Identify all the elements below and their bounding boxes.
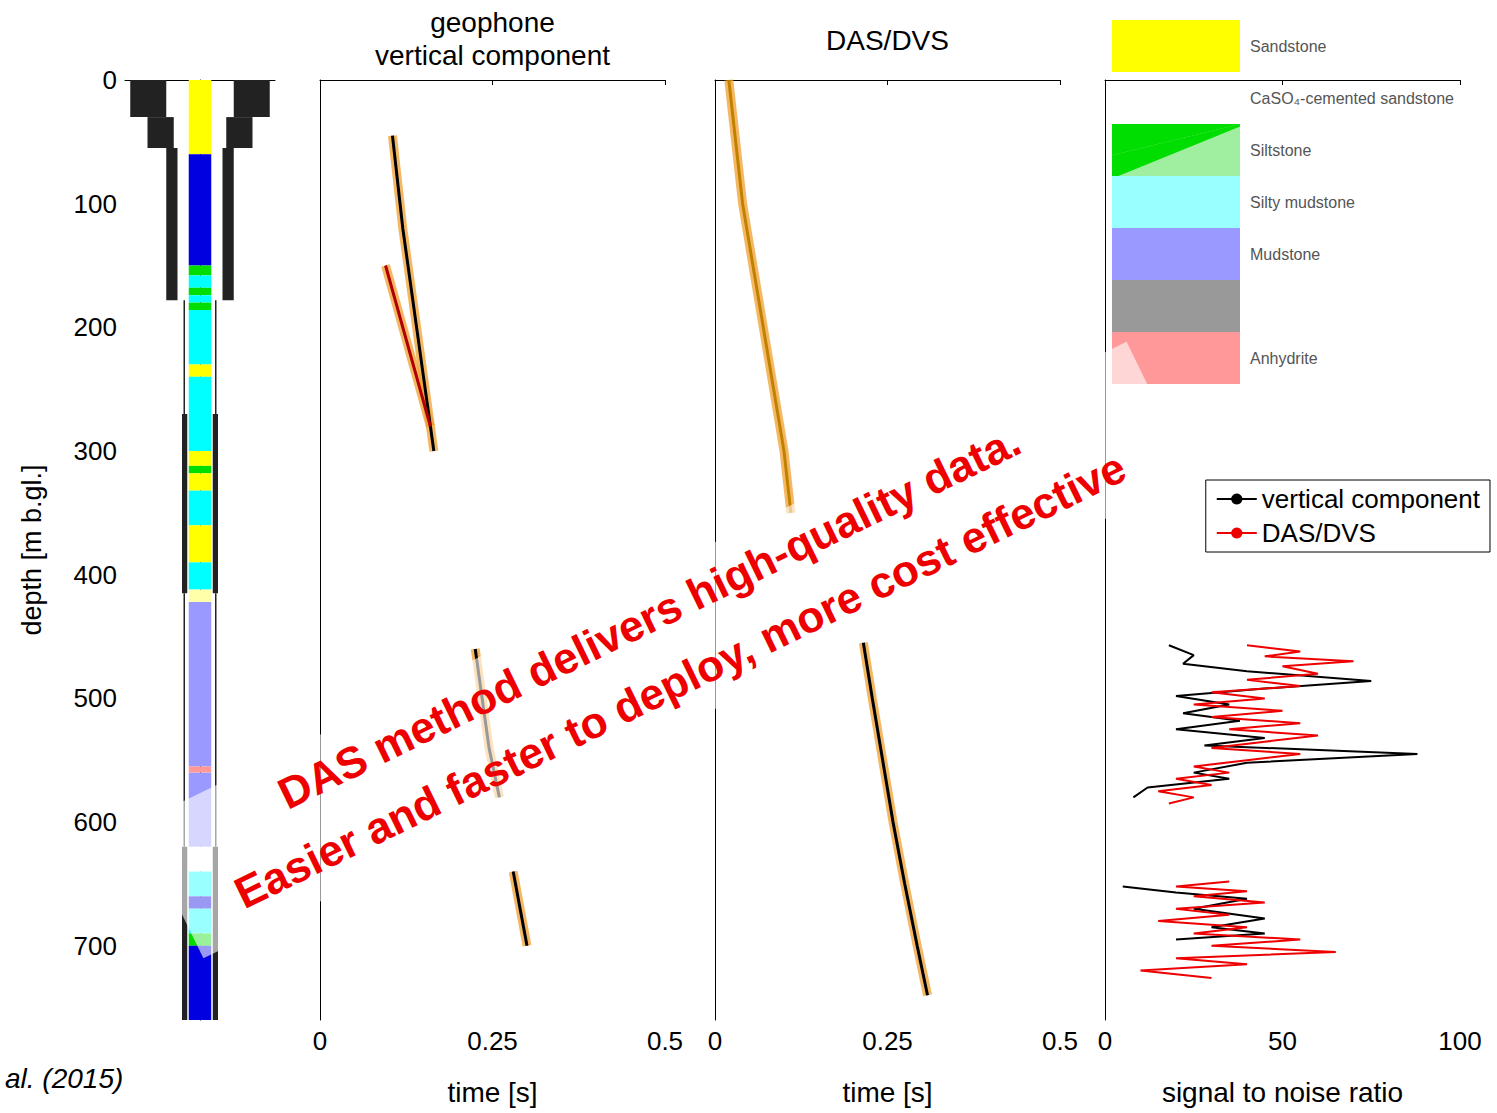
svg-text:Siltstone: Siltstone bbox=[1250, 142, 1311, 159]
svg-text:100: 100 bbox=[74, 189, 117, 219]
svg-text:100: 100 bbox=[1438, 1026, 1481, 1056]
svg-text:DAS method delivers high-quali: DAS method delivers high-quality data. bbox=[270, 416, 1028, 819]
svg-text:al. (2015): al. (2015) bbox=[5, 1063, 123, 1094]
svg-text:300: 300 bbox=[74, 436, 117, 466]
svg-text:Silty mudstone: Silty mudstone bbox=[1250, 194, 1355, 211]
svg-text:vertical component: vertical component bbox=[1262, 484, 1481, 514]
svg-text:0.5: 0.5 bbox=[647, 1026, 683, 1056]
svg-text:geophone: geophone bbox=[430, 7, 555, 38]
svg-text:200: 200 bbox=[74, 312, 117, 342]
svg-text:600: 600 bbox=[74, 807, 117, 837]
svg-text:0: 0 bbox=[1098, 1026, 1112, 1056]
svg-text:0.25: 0.25 bbox=[862, 1026, 913, 1056]
svg-text:DAS/DVS: DAS/DVS bbox=[826, 25, 949, 56]
svg-text:time [s]: time [s] bbox=[842, 1077, 932, 1108]
svg-text:signal to noise ratio: signal to noise ratio bbox=[1162, 1077, 1403, 1108]
svg-text:0: 0 bbox=[313, 1026, 327, 1056]
svg-text:CaSO₄-cemented sandstone: CaSO₄-cemented sandstone bbox=[1250, 90, 1454, 107]
svg-text:0: 0 bbox=[708, 1026, 722, 1056]
svg-text:Easier and faster to deploy, m: Easier and faster to deploy, more cost e… bbox=[227, 442, 1134, 917]
svg-text:depth [m b.gl.]: depth [m b.gl.] bbox=[17, 464, 47, 635]
svg-text:0.5: 0.5 bbox=[1042, 1026, 1078, 1056]
svg-text:500: 500 bbox=[74, 683, 117, 713]
svg-text:700: 700 bbox=[74, 931, 117, 961]
svg-text:50: 50 bbox=[1268, 1026, 1297, 1056]
svg-text:0.25: 0.25 bbox=[467, 1026, 518, 1056]
svg-text:Mudstone: Mudstone bbox=[1250, 246, 1320, 263]
svg-text:vertical component: vertical component bbox=[375, 40, 610, 71]
svg-text:400: 400 bbox=[74, 560, 117, 590]
svg-text:Sandstone: Sandstone bbox=[1250, 38, 1327, 55]
svg-text:DAS/DVS: DAS/DVS bbox=[1262, 518, 1376, 548]
svg-text:0: 0 bbox=[103, 65, 117, 95]
svg-text:Anhydrite: Anhydrite bbox=[1250, 350, 1318, 367]
svg-text:time [s]: time [s] bbox=[447, 1077, 537, 1108]
